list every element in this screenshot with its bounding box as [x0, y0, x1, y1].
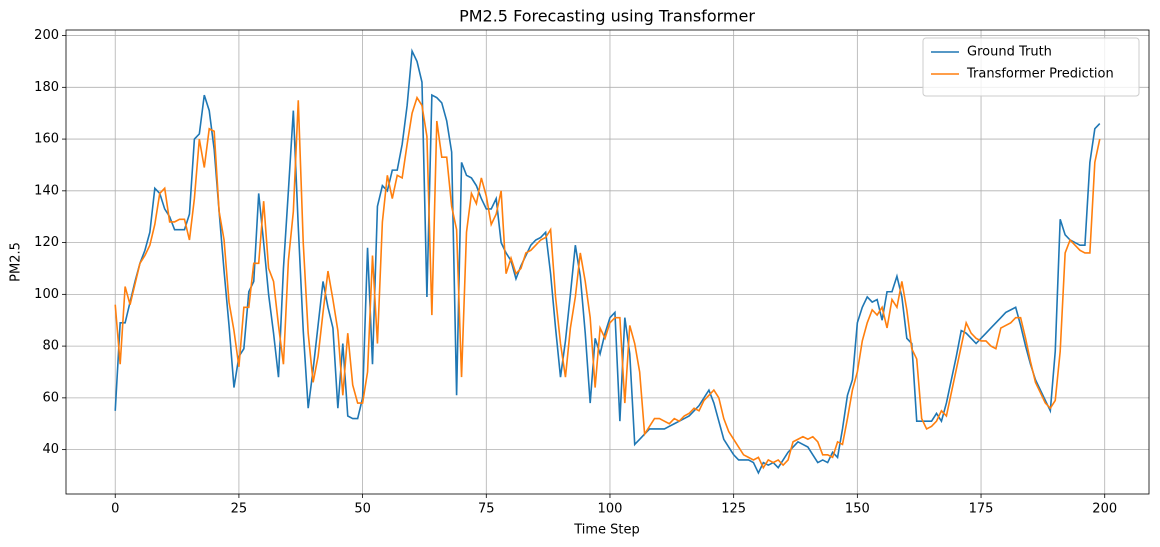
x-tick-label: 0 — [111, 502, 119, 517]
x-tick-label: 50 — [354, 502, 371, 517]
y-tick-label: 180 — [34, 80, 59, 95]
data-line — [114, 95, 1101, 470]
x-tick-label: 175 — [969, 502, 994, 517]
x-axis-label: Time Step — [573, 523, 640, 538]
y-tick-label: 100 — [34, 287, 59, 302]
y-tick-label: 120 — [34, 235, 59, 250]
chart-title: PM2.5 Forecasting using Transformer — [459, 7, 755, 26]
legend-label: Transformer Prediction — [966, 67, 1114, 82]
y-tick-label: 80 — [42, 339, 59, 354]
y-tick-label: 60 — [42, 390, 59, 405]
legend-label: Ground Truth — [967, 45, 1052, 60]
legend-box — [922, 37, 1140, 97]
x-tick-label: 25 — [231, 502, 248, 517]
y-tick-label: 40 — [42, 442, 59, 457]
y-tick-label: 200 — [34, 28, 59, 43]
x-tick-label: 100 — [598, 502, 623, 517]
plot-frame — [65, 29, 1150, 495]
x-tick-label: 75 — [478, 502, 495, 517]
x-tick-label: 125 — [721, 502, 746, 517]
x-tick-label: 150 — [845, 502, 870, 517]
legend: Ground Truth Transformer Prediction — [922, 37, 1140, 97]
y-tick-label: 160 — [34, 132, 59, 147]
y-tick-label: 140 — [34, 183, 59, 198]
data-line — [114, 48, 1101, 475]
y-axis-label: PM2.5 — [9, 242, 24, 282]
x-tick-label: 200 — [1092, 502, 1117, 517]
